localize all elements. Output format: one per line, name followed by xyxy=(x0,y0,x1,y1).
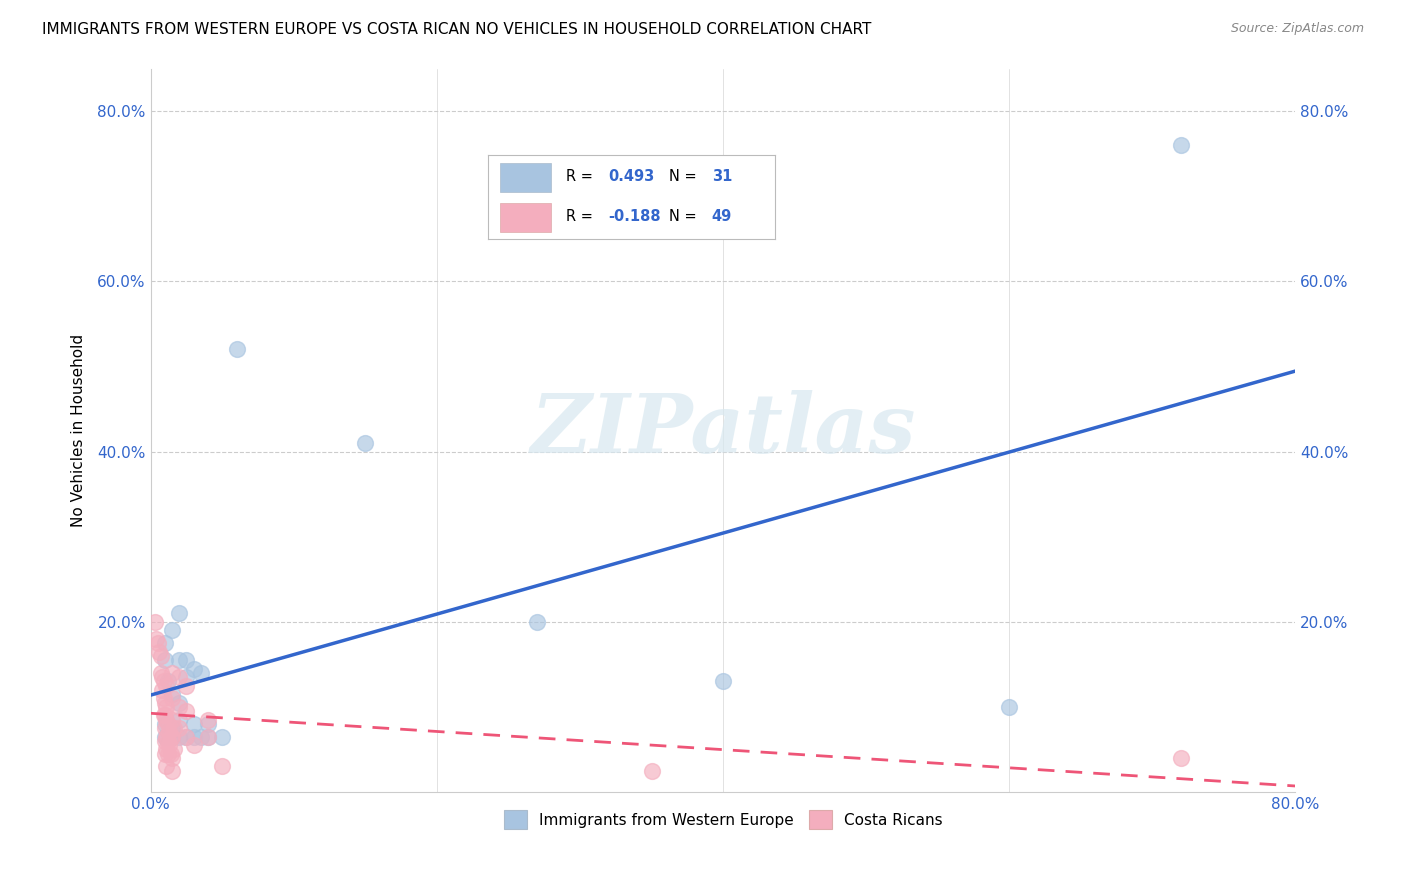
Point xyxy=(153,734,176,748)
Point xyxy=(156,717,179,731)
Point xyxy=(183,661,205,675)
Point xyxy=(162,742,184,756)
Point xyxy=(152,708,174,723)
Point xyxy=(197,713,219,727)
Point xyxy=(157,738,180,752)
Point xyxy=(225,343,247,357)
Point xyxy=(169,699,191,714)
Point xyxy=(197,730,219,744)
Point xyxy=(148,644,170,658)
Point xyxy=(153,708,176,723)
Point xyxy=(155,759,177,773)
Point xyxy=(197,717,219,731)
Point xyxy=(155,713,177,727)
Point xyxy=(145,632,167,646)
Point xyxy=(155,730,177,744)
Point xyxy=(1170,138,1192,153)
Point xyxy=(157,725,180,739)
Point xyxy=(156,734,179,748)
Legend: Immigrants from Western Europe, Costa Ricans: Immigrants from Western Europe, Costa Ri… xyxy=(498,804,949,835)
Point xyxy=(155,699,177,714)
Point xyxy=(152,691,174,706)
Point xyxy=(160,687,183,701)
Point xyxy=(146,636,169,650)
Point xyxy=(150,682,173,697)
Point xyxy=(176,704,198,718)
Point xyxy=(711,674,734,689)
Point xyxy=(160,665,183,680)
Point xyxy=(176,653,198,667)
Text: IMMIGRANTS FROM WESTERN EUROPE VS COSTA RICAN NO VEHICLES IN HOUSEHOLD CORRELATI: IMMIGRANTS FROM WESTERN EUROPE VS COSTA … xyxy=(42,22,872,37)
Point xyxy=(153,653,176,667)
Text: Source: ZipAtlas.com: Source: ZipAtlas.com xyxy=(1230,22,1364,36)
Point xyxy=(354,436,377,450)
Point xyxy=(526,615,548,629)
Point xyxy=(153,730,176,744)
Point xyxy=(143,615,166,629)
Y-axis label: No Vehicles in Household: No Vehicles in Household xyxy=(72,334,86,527)
Point xyxy=(176,730,198,744)
Point xyxy=(159,747,181,761)
Point xyxy=(169,670,191,684)
Point xyxy=(160,624,183,638)
Point xyxy=(156,747,179,761)
Point xyxy=(160,691,183,706)
Point xyxy=(169,606,191,620)
Point xyxy=(153,636,176,650)
Point xyxy=(160,751,183,765)
Point xyxy=(183,717,205,731)
Point xyxy=(1170,751,1192,765)
Point xyxy=(183,730,205,744)
Point xyxy=(153,696,176,710)
Point xyxy=(160,730,183,744)
Point xyxy=(197,730,219,744)
Point xyxy=(152,674,174,689)
Point xyxy=(998,699,1021,714)
Point xyxy=(169,730,191,744)
Point xyxy=(159,730,181,744)
Point xyxy=(160,721,183,735)
Point xyxy=(190,665,212,680)
Point xyxy=(211,759,233,773)
Point xyxy=(176,679,198,693)
Point xyxy=(149,648,172,663)
Point xyxy=(211,730,233,744)
Point xyxy=(169,696,191,710)
Point xyxy=(169,653,191,667)
Point xyxy=(183,738,205,752)
Point xyxy=(640,764,662,778)
Point xyxy=(176,670,198,684)
Point xyxy=(169,713,191,727)
Point xyxy=(176,730,198,744)
Point xyxy=(169,721,191,735)
Point xyxy=(153,747,176,761)
Point xyxy=(156,674,179,689)
Point xyxy=(160,764,183,778)
Point xyxy=(149,665,172,680)
Point xyxy=(155,742,177,756)
Point xyxy=(162,721,184,735)
Point xyxy=(190,730,212,744)
Point xyxy=(153,717,176,731)
Point xyxy=(155,679,177,693)
Text: ZIPatlas: ZIPatlas xyxy=(530,390,915,470)
Point xyxy=(153,721,176,735)
Point xyxy=(160,730,183,744)
Point xyxy=(160,713,183,727)
Point xyxy=(150,670,173,684)
